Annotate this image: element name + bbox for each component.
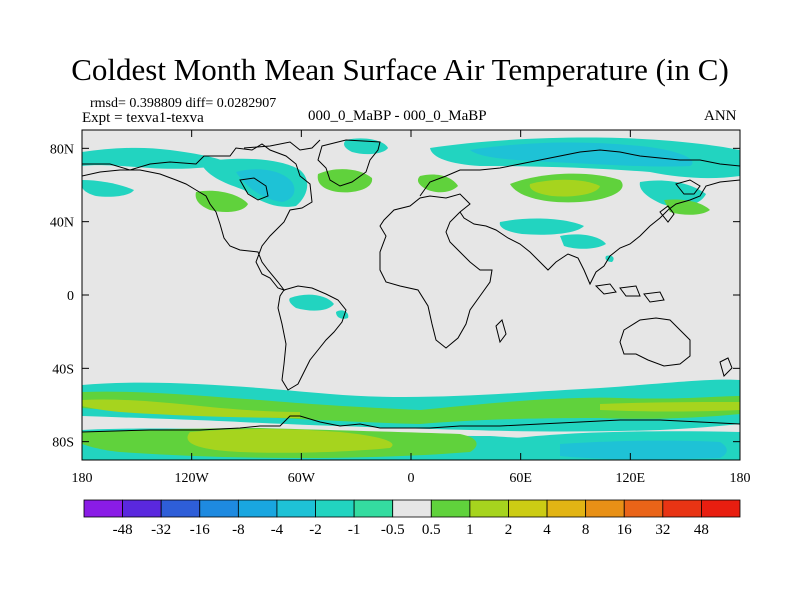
anomaly-field bbox=[82, 137, 740, 460]
pacific-east-green bbox=[664, 199, 710, 215]
lat-tick-label: 80S bbox=[52, 436, 74, 451]
pacific-green bbox=[195, 190, 248, 212]
lon-tick-label: 120W bbox=[175, 471, 210, 486]
colorbar-swatch bbox=[237, 499, 278, 518]
kamchatka-outline bbox=[675, 179, 701, 195]
lon-tick-label: 120E bbox=[616, 471, 646, 486]
colorbar-label: 2 bbox=[505, 522, 513, 538]
colorbar-label: 0.5 bbox=[422, 522, 441, 538]
longitude-axis: 180 120W 60W 0 60E 120E 180 bbox=[72, 130, 751, 486]
colorbar-swatch bbox=[122, 499, 162, 518]
colorbar-swatch bbox=[546, 499, 587, 518]
europe-green bbox=[417, 174, 458, 193]
colorbar-label: -0.5 bbox=[381, 522, 405, 538]
colorbar-label: -4 bbox=[271, 522, 284, 538]
antarctica-outline bbox=[82, 415, 740, 433]
colorbar-swatch bbox=[199, 499, 239, 518]
lat-tick-label: 80N bbox=[50, 142, 74, 157]
lon-tick-label: 180 bbox=[72, 471, 93, 486]
eurasia-outline bbox=[419, 149, 740, 286]
europe-africa-outline bbox=[379, 193, 493, 349]
colorbar-label: 32 bbox=[655, 522, 670, 538]
lon-tick-label: 60W bbox=[288, 471, 316, 486]
lat-tick-label: 0 bbox=[67, 289, 74, 304]
colorbar-swatch bbox=[83, 499, 123, 518]
colorbar-label: -16 bbox=[190, 522, 210, 538]
southeast-asia-islands bbox=[594, 283, 665, 303]
japan-outline bbox=[659, 205, 675, 223]
arctic-blue-east bbox=[470, 142, 693, 167]
lon-tick-label: 60E bbox=[509, 471, 532, 486]
north-atlantic-cyan bbox=[344, 138, 388, 155]
hudson-outline bbox=[239, 177, 269, 201]
south-america-outline bbox=[277, 285, 347, 391]
colorbar-swatch bbox=[276, 499, 316, 518]
colorbar-swatch bbox=[160, 499, 201, 518]
lat-tick-label: 40S bbox=[52, 362, 74, 377]
season-label: ANN bbox=[704, 108, 737, 124]
colorbar-label: 16 bbox=[617, 522, 633, 538]
greenland-green bbox=[317, 169, 373, 193]
colorbar-label: -32 bbox=[151, 522, 171, 538]
colorbar: -48 -32 -16 -8 -4 -2 -1 -0.5 0.5 1 2 4 8 16 32 48 bbox=[83, 499, 741, 538]
lon-tick-label: 0 bbox=[408, 471, 415, 486]
alaska-cyan bbox=[82, 180, 134, 197]
coastlines bbox=[82, 139, 740, 433]
colorbar-swatch bbox=[701, 499, 741, 518]
colorbar-swatch bbox=[585, 499, 625, 518]
colorbar-label: 48 bbox=[694, 522, 709, 538]
latitude-axis: 80N 40N 0 40S 80S bbox=[50, 142, 740, 451]
colorbar-label: -2 bbox=[309, 522, 322, 538]
experiment-label: Expt = texva1-texva bbox=[82, 110, 204, 126]
siberia-yellow bbox=[529, 179, 600, 197]
greenland-outline bbox=[317, 139, 381, 187]
colorbar-label: -8 bbox=[232, 522, 245, 538]
central-asia-cyan bbox=[499, 218, 584, 235]
lon-tick-label: 180 bbox=[730, 471, 751, 486]
colorbar-label: 1 bbox=[466, 522, 474, 538]
antarctic-yellow bbox=[187, 429, 393, 453]
colorbar-label: -1 bbox=[348, 522, 361, 538]
australia-outline bbox=[619, 317, 691, 367]
colorbar-label: 4 bbox=[543, 522, 551, 538]
colorbar-label: -48 bbox=[113, 522, 133, 538]
madagascar-outline bbox=[495, 319, 507, 344]
south-america-cyan bbox=[289, 294, 334, 311]
southern-band-yellow bbox=[82, 399, 300, 418]
colorbar-swatch bbox=[623, 499, 664, 518]
southern-band-yellow-east bbox=[600, 402, 740, 412]
colorbar-swatch bbox=[508, 499, 548, 518]
colorbar-label: 8 bbox=[582, 522, 590, 538]
colorbar-swatch bbox=[430, 499, 471, 518]
colorbar-swatch bbox=[353, 499, 394, 518]
stats-label: rmsd= 0.398809 diff= 0.0282907 bbox=[90, 96, 277, 111]
new-zealand-outline bbox=[719, 357, 733, 377]
north-america-outline bbox=[82, 143, 313, 291]
colorbar-swatch bbox=[315, 499, 355, 518]
lat-tick-label: 40N bbox=[50, 216, 74, 231]
india-cyan bbox=[560, 234, 606, 249]
colorbar-swatch bbox=[662, 499, 702, 518]
arctic-islands-outline bbox=[243, 139, 321, 151]
colorbar-swatch bbox=[392, 499, 432, 518]
map-title: Coldest Month Mean Surface Air Temperatu… bbox=[71, 52, 729, 87]
antarctic-east-blue bbox=[560, 440, 727, 460]
colorbar-swatch bbox=[469, 499, 509, 518]
period-label: 000_0_MaBP - 000_0_MaBP bbox=[308, 108, 487, 124]
